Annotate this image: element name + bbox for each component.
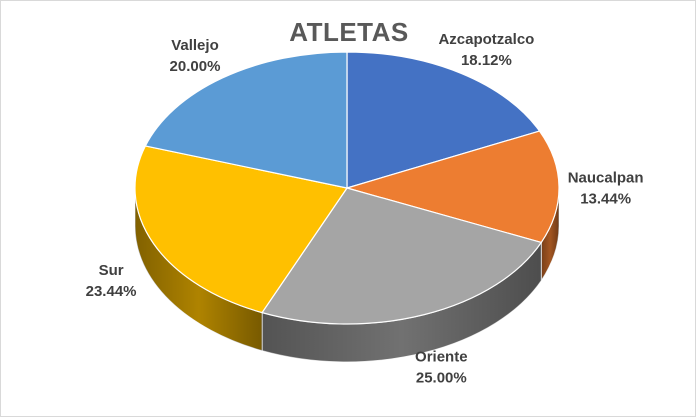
pie-slice-sur — [134, 145, 349, 314]
pie-side-shade-oriente — [262, 242, 542, 362]
pie-slice-oriente — [261, 187, 543, 325]
pie-slice-azcapotzalco — [346, 51, 541, 189]
value-label-oriente: 25.00% — [416, 369, 467, 386]
category-label-vallejo: Vallejo — [171, 37, 219, 54]
pie-labels: Azcapotzalco 18.12% Naucalpan 13.44% Oriente… — [86, 31, 644, 386]
value-label-azcapotzalco: 18.12% — [461, 52, 512, 69]
category-label-oriente: Oriente — [415, 348, 468, 365]
pie-side-shade-naucalpan — [541, 188, 559, 281]
pie-slice-naucalpan — [344, 130, 560, 244]
pie-tops — [134, 51, 560, 325]
value-label-sur: 23.44% — [86, 283, 137, 300]
pie-side-shade-sur — [135, 188, 263, 351]
category-label-azcapotzalco: Azcapotzalco — [438, 31, 534, 48]
chart-title: ATLETAS — [289, 17, 409, 47]
category-label-naucalpan: Naucalpan — [568, 169, 644, 186]
value-label-naucalpan: 13.44% — [580, 190, 631, 207]
category-label-sur: Sur — [99, 262, 124, 279]
value-label-vallejo: 20.00% — [170, 58, 221, 75]
pie-slice-vallejo — [144, 51, 348, 189]
